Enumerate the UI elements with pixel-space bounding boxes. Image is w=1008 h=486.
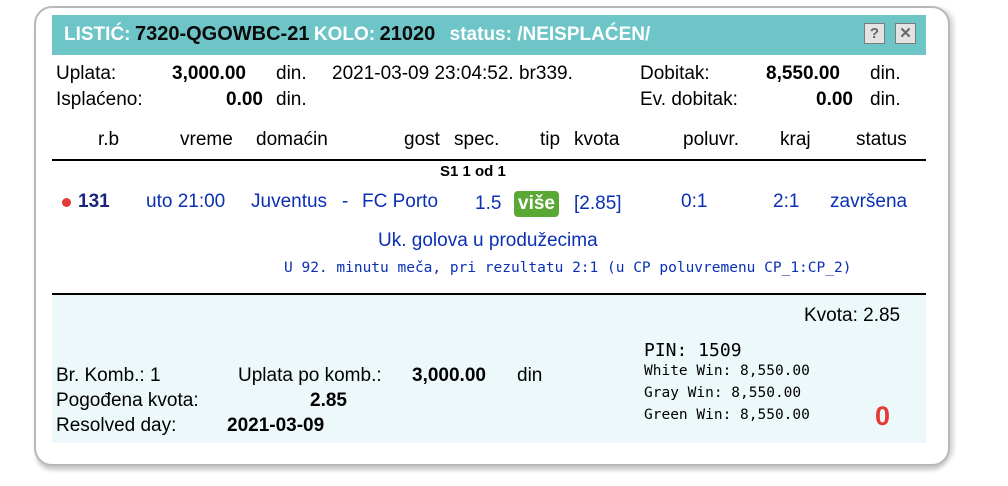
header-domacin: domaćin — [256, 129, 328, 150]
dobitak-label: Dobitak: — [640, 63, 710, 84]
ticket-datetime: 2021-03-09 23:04:52. br339. — [332, 63, 573, 84]
match-home[interactable]: Juventus — [251, 191, 328, 212]
isplaceno-value: 0.00 — [226, 89, 263, 110]
listic-label: LISTIĆ: — [64, 24, 131, 45]
match-kvota: [2.85] — [574, 193, 622, 214]
group-label: S1 1 od 1 — [440, 163, 506, 180]
uplata-label: Uplata: — [56, 63, 117, 84]
ev-dobitak-unit: din. — [870, 89, 901, 110]
header-gost: gost — [404, 129, 440, 150]
dobitak-value: 8,550.00 — [766, 63, 840, 84]
isplaceno-label: Isplaćeno: — [56, 89, 143, 110]
dobitak-unit: din. — [870, 63, 901, 84]
header-divider — [52, 159, 926, 161]
uplata-komb-label: Uplata po komb.: — [238, 365, 382, 386]
pogodjena-value: 2.85 — [310, 390, 347, 411]
pin: PIN: 1509 — [644, 340, 742, 361]
resolved-label: Resolved day: — [56, 415, 177, 436]
header-status: status — [856, 129, 907, 150]
komb-label: Br. Komb.: 1 — [56, 365, 161, 386]
uplata-komb-value: 3,000.00 — [412, 365, 486, 386]
match-final: 2:1 — [773, 191, 800, 212]
uplata-unit: din. — [276, 63, 307, 84]
title-bar: LISTIĆ: 7320-QGOWBC-21 KOLO: 21020 statu… — [52, 15, 926, 55]
match-time[interactable]: uto 21:00 — [146, 191, 226, 212]
zero-indicator: 0 — [875, 401, 891, 431]
header-kvota: kvota — [574, 129, 620, 150]
uplata-value: 3,000.00 — [172, 63, 246, 84]
green-win: Green Win: 8,550.00 — [644, 407, 810, 423]
header-tip: tip — [540, 129, 561, 150]
header-vreme: vreme — [180, 129, 233, 150]
kolo-value: 21020 — [379, 23, 436, 45]
match-away[interactable]: FC Porto — [362, 191, 439, 212]
isplaceno-unit: din. — [276, 89, 307, 110]
match-status: završena — [830, 191, 908, 212]
match-halftime: 0:1 — [681, 191, 708, 212]
ev-dobitak-label: Ev. dobitak: — [640, 89, 738, 110]
market-note: U 92. minutu meča, pri rezultatu 2:1 (u … — [284, 260, 852, 276]
close-icon[interactable]: ✕ — [895, 23, 916, 44]
match-spec: 1.5 — [475, 193, 502, 214]
tip-badge: više — [514, 191, 559, 217]
footer-divider — [52, 293, 926, 295]
header-poluvr: poluvr. — [683, 129, 739, 150]
listic-value: 7320-QGOWBC-21 — [134, 23, 310, 45]
header-spec: spec. — [454, 129, 500, 150]
match-rb[interactable]: 131 — [78, 191, 110, 212]
match-separator: - — [342, 191, 349, 212]
resolved-value: 2021-03-09 — [227, 415, 325, 436]
header-kraj: kraj — [780, 129, 811, 150]
pogodjena-label: Pogođena kvota: — [56, 390, 199, 411]
ticket-body — [52, 55, 926, 295]
ev-dobitak-value: 0.00 — [816, 89, 853, 110]
ticket-panel: LISTIĆ: 7320-QGOWBC-21 KOLO: 21020 statu… — [52, 15, 926, 443]
status-text: status: /NEISPLAĆEN/ — [449, 24, 651, 45]
status-dot-icon — [62, 198, 71, 207]
ticket-title: LISTIĆ: 7320-QGOWBC-21 KOLO: 21020 statu… — [64, 23, 650, 46]
kolo-label: KOLO: — [313, 24, 376, 45]
header-rb: r.b — [98, 129, 120, 150]
white-win: White Win: 8,550.00 — [644, 363, 810, 379]
gray-win: Gray Win: 8,550.00 — [644, 385, 802, 401]
uplata-komb-unit: din — [517, 365, 543, 386]
market-name: Uk. golova u produžecima — [378, 230, 598, 251]
total-kvota: Kvota: 2.85 — [804, 305, 901, 326]
question-icon[interactable]: ? — [864, 23, 885, 44]
